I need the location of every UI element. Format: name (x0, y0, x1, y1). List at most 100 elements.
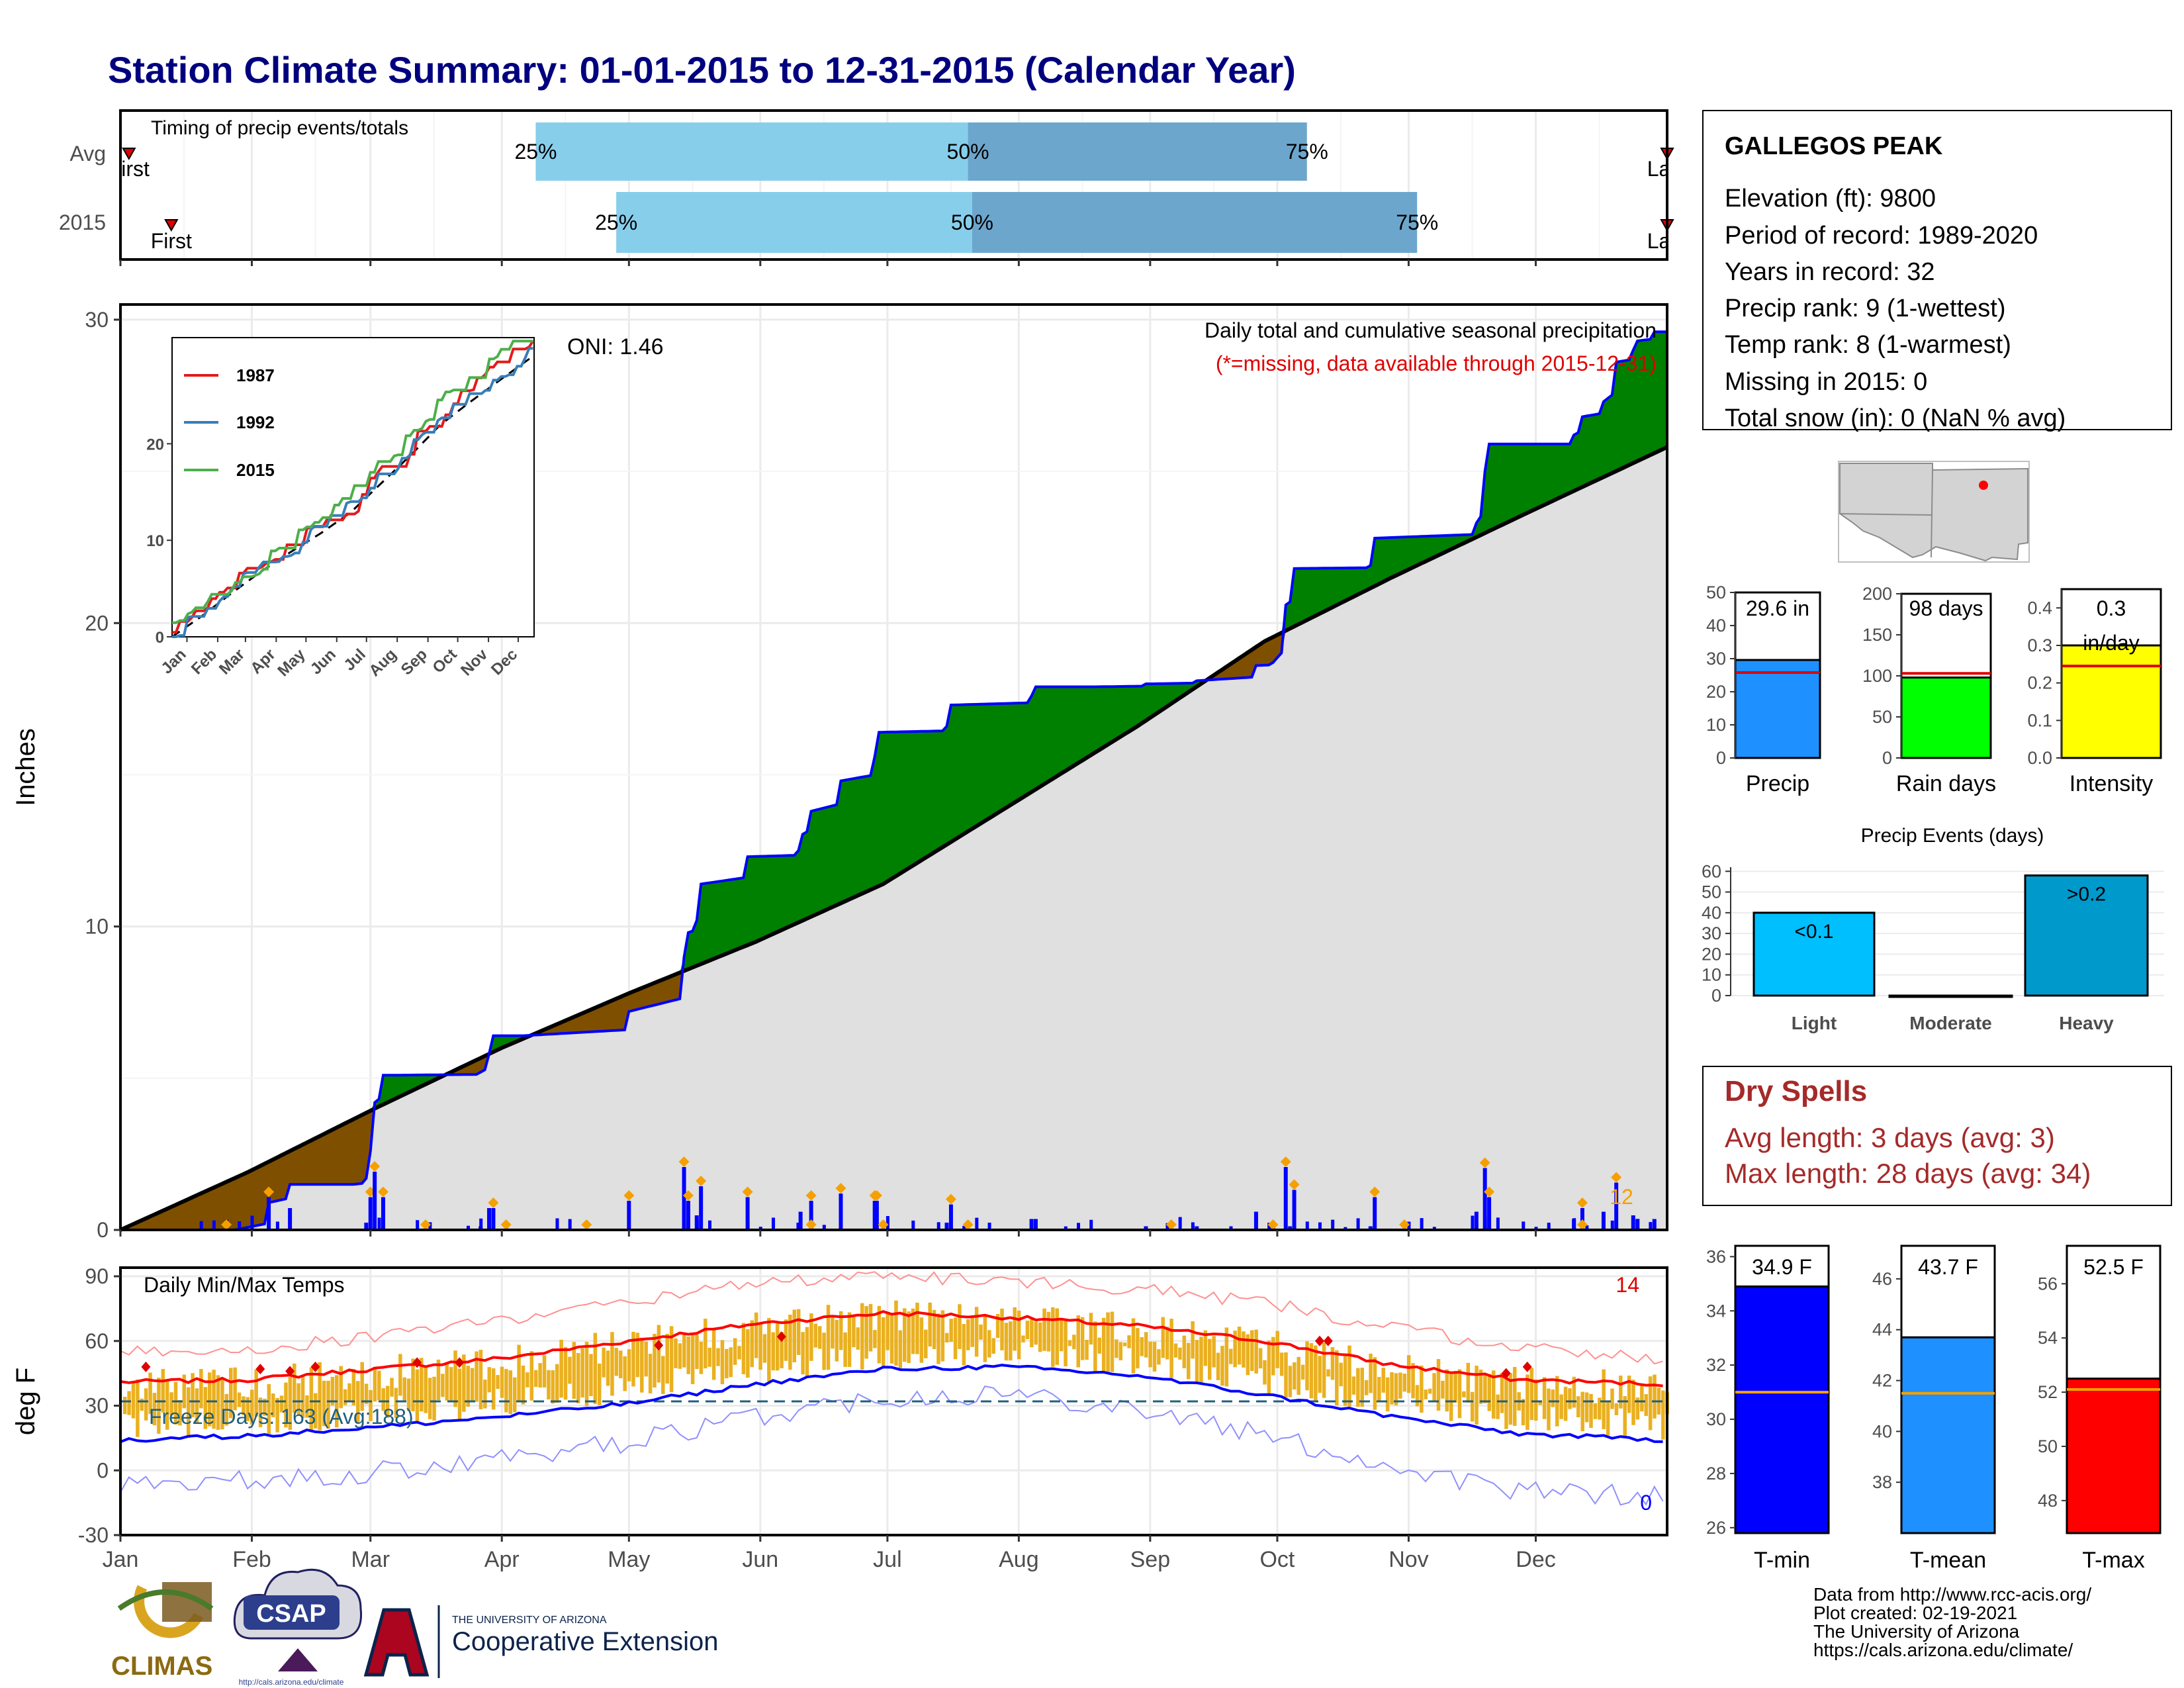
month-tick-label: May (608, 1547, 650, 1572)
temp-daily-bar (1640, 1383, 1644, 1412)
temp-daily-bar (161, 1369, 165, 1413)
temp-daily-bar (525, 1372, 529, 1387)
temp-daily-bar (449, 1367, 453, 1403)
precip-daily-marker (805, 1219, 817, 1230)
temp-daily-bar (1627, 1376, 1631, 1413)
temp-daily-bar (932, 1309, 936, 1350)
dry-spells-frame (1702, 1066, 2172, 1206)
temp-daily-bar (547, 1370, 551, 1400)
precip-daily-marker (835, 1183, 846, 1194)
temp-daily-bar (504, 1369, 508, 1413)
info-line: Temp rank: 8 (1-warmest) (1725, 331, 2011, 359)
temp-daily-bar (1356, 1368, 1360, 1407)
temp-daily-bar (1064, 1319, 1068, 1367)
temp-daily-bar (445, 1363, 449, 1401)
temp-daily-bar (1148, 1341, 1152, 1368)
temp-daily-bar (390, 1378, 394, 1397)
precip-daily-bar (1283, 1167, 1288, 1230)
temp-daily-bar (1030, 1319, 1034, 1348)
temp-daily-bar (267, 1383, 271, 1434)
temp-daily-bar (1208, 1338, 1212, 1380)
precip-daily-marker (488, 1197, 499, 1208)
temp-daily-bar (1131, 1318, 1136, 1374)
temp-summary-value (1900, 1336, 1996, 1534)
temp-daily-bar (288, 1377, 293, 1430)
precip-daily-marker (962, 1219, 974, 1230)
summary-bar-tick-label: 0 (1716, 748, 1726, 768)
temp-daily-bar (1589, 1393, 1593, 1429)
temp-record-marker (776, 1331, 786, 1342)
temp-daily-bar (864, 1306, 868, 1359)
temp-daily-bar (1097, 1337, 1102, 1354)
precip-daily-bar (962, 1225, 966, 1230)
precip-daily-bar (1368, 1226, 1373, 1230)
precip-daily-bar (1064, 1226, 1068, 1230)
precip-daily-bar (695, 1220, 699, 1230)
summary-bar-tick-label: 150 (1862, 625, 1892, 645)
temp-daily-bar (1623, 1396, 1627, 1436)
temp-daily-bar (462, 1354, 466, 1412)
precip-daily-bar (428, 1222, 432, 1230)
temp-daily-bar (1152, 1341, 1157, 1372)
temp-daily-bar (1089, 1313, 1093, 1345)
precip-count-label: 12 (1610, 1185, 1633, 1209)
temp-daily-bar (305, 1395, 309, 1418)
temp-daily-bar (1042, 1308, 1046, 1351)
temp-daily-bar (653, 1334, 657, 1388)
temp-daily-bar (1195, 1340, 1199, 1383)
timing-row-label-avg: Avg (69, 142, 106, 165)
temp-daily-bar (356, 1381, 360, 1423)
precip-daily-bar (416, 1220, 420, 1230)
timing-panel-frame (119, 109, 1668, 261)
precip-daily-bar (1601, 1211, 1606, 1230)
csap-url: http://cals.arizona.edu/climate (239, 1677, 344, 1687)
temp-daily-bar (847, 1312, 852, 1367)
temp-daily-bar (300, 1376, 305, 1419)
temp-record-marker (654, 1340, 664, 1351)
temp-daily-bar (1068, 1340, 1072, 1346)
temp-daily-bar (775, 1323, 780, 1371)
page-title: Station Climate Summary: 01-01-2015 to 1… (108, 49, 1296, 91)
timing-2015-p50: 50% (951, 211, 993, 234)
temp-daily-bar (627, 1349, 631, 1382)
month-tick-label: Nov (1388, 1547, 1428, 1572)
temp-daily-bar (1631, 1380, 1635, 1425)
temp-summary-tick-label: 42 (1872, 1371, 1892, 1391)
temp-daily-bar (178, 1400, 182, 1426)
temp-daily-bar (1263, 1360, 1267, 1385)
temp-summary-tick-label: 46 (1872, 1269, 1892, 1289)
precip-daily-bar (1292, 1190, 1297, 1230)
events-category-label: Heavy (2059, 1013, 2114, 1033)
temp-daily-bar (762, 1334, 767, 1363)
precip-daily-bar (874, 1201, 879, 1230)
inset-legend-1987: 1987 (236, 365, 275, 385)
timing-bar-2015-q50-q75 (972, 192, 1418, 253)
temp-daily-bar (661, 1356, 665, 1394)
precip-daily-bar (936, 1222, 940, 1230)
temp-daily-bar (614, 1348, 619, 1376)
temp-daily-bar (958, 1304, 962, 1349)
temp-daily-bar (1046, 1311, 1051, 1352)
timing-avg-first-marker (122, 148, 136, 161)
precip-daily-marker (1576, 1197, 1588, 1208)
precip-daily-bar (1288, 1226, 1293, 1230)
temp-daily-bar (733, 1338, 737, 1365)
temp-daily-bar (1648, 1376, 1653, 1430)
precip-daily-bar (975, 1217, 979, 1230)
temp-summary-tick-label: 50 (2038, 1436, 2058, 1456)
temp-daily-bar (945, 1333, 949, 1343)
timing-avg-p75: 75% (1286, 140, 1328, 164)
temp-daily-bar (364, 1383, 369, 1405)
precip-daily-bar (1487, 1197, 1492, 1230)
temp-summary-value (2066, 1378, 2161, 1534)
temp-daily-bar (1000, 1308, 1004, 1350)
precip-daily-bar (796, 1223, 801, 1230)
temp-daily-bar (924, 1329, 928, 1358)
timing-avg-p50: 50% (947, 140, 989, 164)
temp-daily-bar (453, 1350, 457, 1407)
temp-daily-bar (284, 1382, 288, 1428)
temp-daily-bar (1186, 1342, 1191, 1380)
temp-daily-bar (682, 1333, 686, 1368)
summary-bar-tick-label: 20 (1706, 682, 1726, 702)
temp-daily-bar (330, 1376, 335, 1406)
